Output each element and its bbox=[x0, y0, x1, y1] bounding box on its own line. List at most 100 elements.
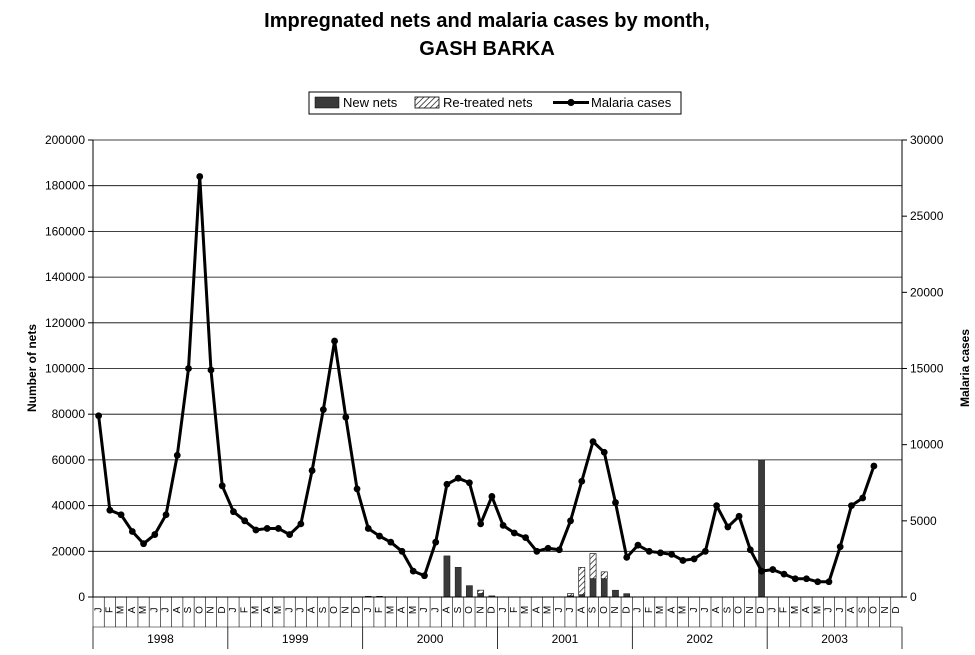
left-tick-label: 20000 bbox=[52, 544, 86, 558]
left-tick-label: 0 bbox=[78, 590, 85, 604]
gridlines bbox=[93, 139, 902, 552]
malaria-point bbox=[218, 482, 226, 490]
malaria-point bbox=[848, 502, 855, 509]
malaria-point bbox=[364, 525, 372, 532]
month-label: J bbox=[565, 608, 576, 613]
malaria-point bbox=[432, 538, 440, 546]
malaria-point bbox=[342, 413, 350, 421]
y-axis-label-left: Number of nets bbox=[25, 324, 39, 412]
left-tick-label: 180000 bbox=[45, 179, 85, 193]
malaria-point bbox=[409, 567, 417, 575]
month-label: N bbox=[475, 606, 486, 613]
month-label: A bbox=[127, 606, 138, 613]
month-label: O bbox=[599, 606, 610, 614]
month-label: O bbox=[464, 606, 475, 614]
month-label: J bbox=[835, 608, 846, 613]
month-label: S bbox=[318, 606, 329, 613]
malaria-point bbox=[679, 557, 687, 564]
month-label: J bbox=[161, 608, 172, 613]
month-label: F bbox=[374, 607, 385, 613]
malaria-point bbox=[196, 173, 204, 180]
malaria-point bbox=[859, 494, 867, 502]
malaria-point bbox=[274, 525, 282, 532]
malaria-point bbox=[398, 547, 406, 555]
right-tick-label: 0 bbox=[910, 590, 917, 604]
month-label: F bbox=[644, 607, 655, 613]
malaria-point bbox=[297, 520, 305, 528]
left-tick-label: 120000 bbox=[45, 316, 85, 330]
left-tick-label: 100000 bbox=[45, 362, 85, 376]
malaria-point bbox=[758, 567, 765, 575]
month-label: J bbox=[93, 608, 104, 613]
month-label: J bbox=[824, 608, 835, 613]
left-tick-label: 140000 bbox=[45, 270, 85, 284]
month-label: A bbox=[262, 606, 273, 613]
malaria-point bbox=[353, 485, 361, 493]
malaria-point bbox=[230, 508, 237, 516]
malaria-point bbox=[825, 578, 833, 586]
malaria-point bbox=[376, 532, 383, 540]
malaria-point bbox=[814, 578, 822, 586]
bar-new-nets bbox=[589, 578, 597, 598]
month-label: N bbox=[610, 606, 621, 613]
y-axis-label-right: Malaria cases bbox=[958, 329, 972, 407]
month-label: N bbox=[340, 606, 351, 613]
month-label: A bbox=[442, 606, 453, 613]
month-label: M bbox=[273, 606, 284, 614]
left-tick-label: 40000 bbox=[52, 499, 86, 513]
legend-box bbox=[308, 91, 682, 115]
malaria-point bbox=[612, 499, 619, 506]
month-label: M bbox=[812, 606, 823, 614]
right-tick-label: 30000 bbox=[910, 133, 944, 147]
malaria-point bbox=[600, 448, 608, 456]
legend: New nets Re-treated nets Malaria cases bbox=[308, 91, 682, 115]
malaria-point bbox=[286, 531, 294, 538]
month-label: J bbox=[633, 608, 644, 613]
month-label: F bbox=[239, 607, 250, 613]
malaria-point bbox=[836, 543, 844, 551]
malaria-point bbox=[252, 526, 260, 534]
month-label: J bbox=[363, 608, 374, 613]
legend-swatch-new-nets bbox=[314, 96, 340, 109]
month-label: D bbox=[891, 606, 902, 613]
month-label: J bbox=[767, 608, 778, 613]
month-label: S bbox=[588, 606, 599, 613]
month-label: D bbox=[487, 606, 498, 613]
legend-label-new-nets: New nets bbox=[343, 95, 398, 110]
month-label: D bbox=[621, 606, 632, 613]
month-label: O bbox=[869, 606, 880, 614]
malaria-point bbox=[533, 547, 541, 555]
month-label: N bbox=[745, 606, 756, 613]
month-label: S bbox=[722, 606, 733, 613]
bar-new-nets bbox=[600, 578, 608, 598]
malaria-point bbox=[623, 553, 631, 561]
malaria-point bbox=[555, 546, 563, 554]
malaria-point bbox=[870, 462, 878, 470]
malaria-point bbox=[454, 474, 462, 482]
month-label: M bbox=[543, 606, 554, 614]
malaria-cases-line bbox=[97, 175, 876, 584]
malaria-point bbox=[544, 544, 552, 552]
malaria-point bbox=[701, 547, 709, 555]
month-label: A bbox=[666, 606, 677, 613]
month-label: M bbox=[251, 606, 262, 614]
chart-title-line-1: Impregnated nets and malaria cases by mo… bbox=[264, 10, 710, 32]
month-label: A bbox=[801, 606, 812, 613]
year-label: 1998 bbox=[147, 632, 174, 646]
malaria-point bbox=[128, 528, 136, 535]
month-label: A bbox=[531, 606, 542, 613]
month-label: J bbox=[689, 608, 700, 613]
axes: 0200004000060000800001000001200001400001… bbox=[45, 133, 944, 649]
bar-new-nets bbox=[623, 593, 631, 598]
bar-retreated-nets bbox=[567, 593, 574, 597]
malaria-point bbox=[746, 546, 754, 554]
malaria-point bbox=[735, 512, 743, 520]
malaria-point bbox=[308, 467, 316, 474]
malaria-point bbox=[263, 525, 271, 532]
month-label: S bbox=[183, 606, 194, 613]
chart-title-line-2: GASH BARKA bbox=[419, 38, 555, 60]
month-label: M bbox=[520, 606, 531, 614]
malaria-point bbox=[769, 566, 777, 573]
malaria-point bbox=[780, 570, 788, 578]
